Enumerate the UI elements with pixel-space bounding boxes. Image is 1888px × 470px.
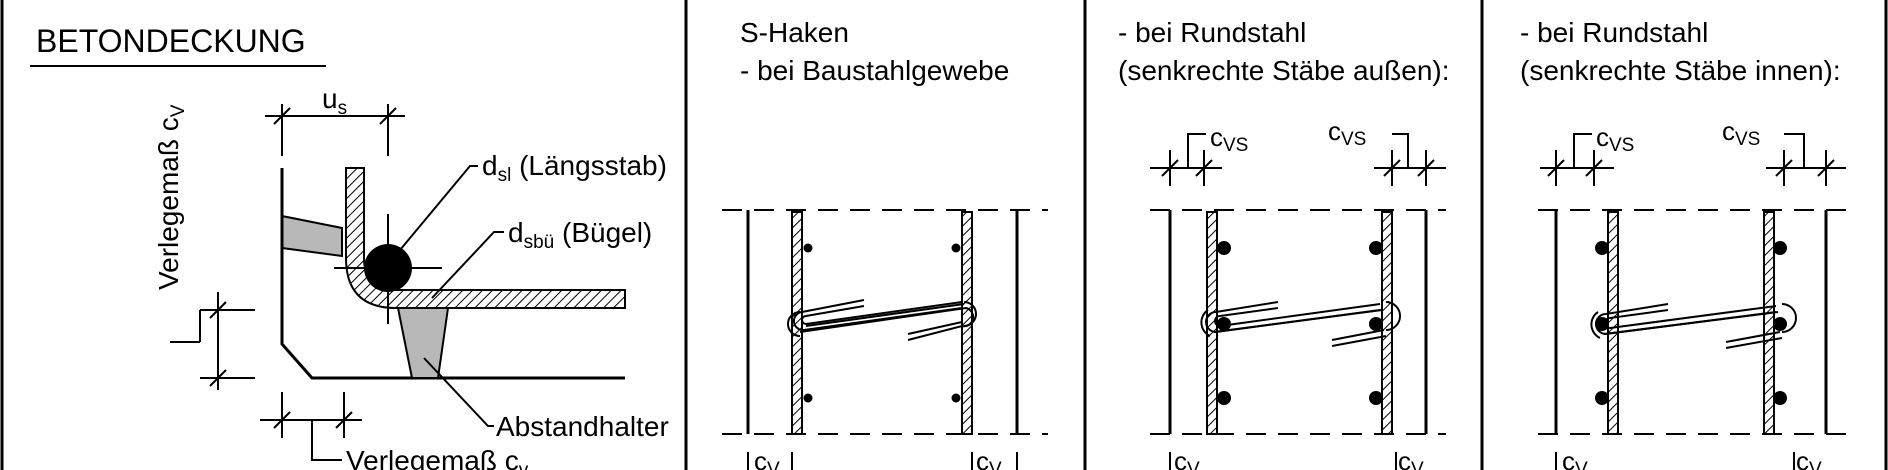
cvs-right-dim: [1766, 133, 1846, 186]
cv-right-label: cV: [1796, 446, 1822, 470]
us-dimension: [265, 104, 405, 156]
abstandhalter-leader: [423, 357, 494, 427]
panel2-line1: - bei Rundstahl: [1118, 17, 1306, 48]
cover-dim-vertical: [170, 292, 255, 390]
bar-dot: [1369, 317, 1383, 331]
bar-dot: [1773, 317, 1787, 331]
panel1-line2: - bei Baustahlgewebe: [740, 55, 1009, 86]
cv-dims: [747, 452, 1018, 470]
cvs-right-label: cVS: [1722, 116, 1760, 150]
panel-1-s-haken: S-Haken - bei Baustahlgewebe cV cV: [722, 17, 1048, 470]
bar-dot: [951, 243, 961, 253]
cv-right-label: cV: [976, 446, 1002, 470]
s-hook: [787, 299, 977, 341]
cvs-right-label: cVS: [1328, 116, 1366, 150]
dsbu-leader: [431, 231, 504, 299]
bar-dot: [1217, 391, 1231, 405]
s-hook: [1200, 301, 1401, 347]
panel-2-rundstahl-aussen: - bei Rundstahl (senkrechte Stäbe außen)…: [1118, 17, 1450, 470]
verlegemass-bottom-label: Verlegemaß cv: [346, 445, 529, 470]
bar-dot: [1369, 241, 1383, 255]
svg-text:Verlegemaß cV: Verlegemaß cV: [153, 104, 189, 290]
bar-right: [1381, 211, 1393, 435]
bar-dot: [1595, 391, 1609, 405]
panel2-line2: (senkrechte Stäbe außen):: [1118, 55, 1450, 86]
longitudinal-bar: [334, 214, 442, 324]
bar-dot: [1595, 241, 1609, 255]
dsl-leader: [399, 165, 478, 251]
bar-right: [1763, 211, 1775, 435]
bar-dot: [951, 393, 961, 403]
cv-dims: [1555, 452, 1795, 470]
cvs-left-dim: [1150, 133, 1222, 186]
concrete-edge: [280, 168, 625, 380]
panel3-line2: (senkrechte Stäbe innen):: [1520, 55, 1841, 86]
cvs-left-label: cVS: [1596, 122, 1634, 156]
s-hook: [1590, 303, 1797, 349]
cvs-right-dim: [1374, 133, 1446, 186]
bar-dot: [1773, 391, 1787, 405]
bar-dot: [803, 243, 813, 253]
bar-dot: [1217, 241, 1231, 255]
cv-left-label: cV: [754, 446, 780, 470]
title: BETONDECKUNG: [36, 23, 306, 59]
bar-dot: [803, 393, 813, 403]
cvs-left-dim: [1540, 133, 1614, 186]
cv-dims: [1169, 452, 1397, 470]
dsbu-label: dsbü (Bügel): [508, 217, 652, 253]
panel1-line1: S-Haken: [740, 17, 849, 48]
spacer-bottom: [396, 307, 450, 379]
cv-left-label: cV: [1174, 446, 1200, 470]
cvs-left-label: cVS: [1210, 122, 1248, 156]
dsl-label: dsl (Längsstab): [482, 150, 667, 186]
bar-left: [1607, 211, 1619, 435]
spacer-left: [281, 214, 343, 258]
verlegemass-cv-vertical: Verlegemaß cV: [153, 104, 189, 290]
left-panel: BETONDECKUNG Verlegemaß cV us: [30, 23, 669, 470]
bar-dot: [1773, 241, 1787, 255]
cover-dim-horizontal: [260, 392, 362, 461]
bar-dot: [1217, 317, 1231, 331]
us-label: us: [322, 83, 347, 119]
cv-left-label: cV: [1562, 446, 1588, 470]
bar-dot: [1369, 391, 1383, 405]
panel-3-rundstahl-innen: - bei Rundstahl (senkrechte Stäbe innen)…: [1520, 17, 1846, 470]
panel3-line1: - bei Rundstahl: [1520, 17, 1708, 48]
cv-right-label: cV: [1398, 446, 1424, 470]
abstandhalter-label: Abstandhalter: [496, 411, 669, 442]
